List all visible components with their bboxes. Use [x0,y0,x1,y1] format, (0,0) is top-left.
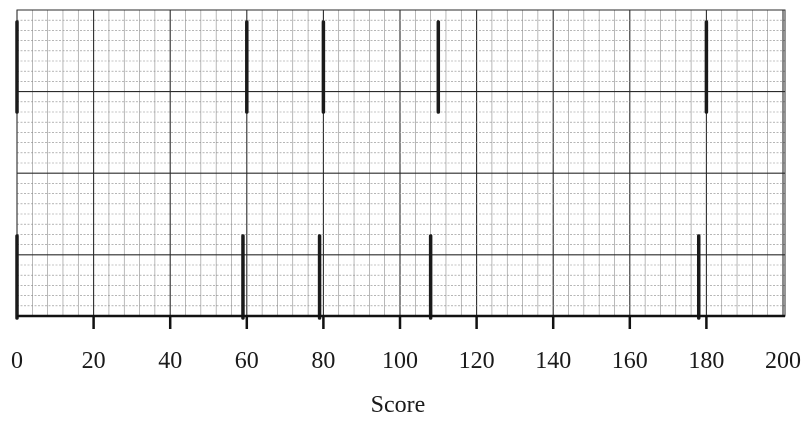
x-tick-label: 160 [612,348,648,374]
x-tick-label: 80 [311,348,335,374]
x-tick-label: 20 [82,348,106,374]
x-axis-title: Score [371,392,426,416]
marks [15,20,709,320]
x-tick-label: 140 [535,348,571,374]
x-tick-label: 60 [235,348,259,374]
x-tick-label: 180 [688,348,724,374]
x-axis-ticks: 0 20 40 60 80 100 120 140 160 180 200 [11,316,801,374]
x-tick-label: 100 [382,348,418,374]
x-tick-label: 200 [765,348,801,374]
x-tick-label: 0 [11,348,23,374]
grid [16,9,786,317]
x-tick-label: 120 [459,348,495,374]
x-tick-label: 40 [158,348,182,374]
